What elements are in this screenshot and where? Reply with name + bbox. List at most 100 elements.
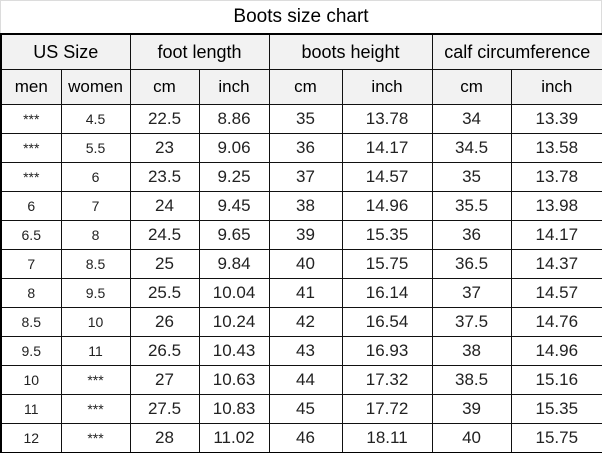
table-row: *** 6 23.5 9.25 37 14.57 35 13.78 [0, 162, 602, 192]
table-cell: 26 [129, 307, 200, 337]
table-cell: 10.24 [198, 307, 270, 337]
table-cell: 34.5 [431, 133, 512, 163]
table-cell: 35 [268, 104, 343, 134]
table-cell: 16.14 [341, 278, 433, 308]
table-cell: 16.54 [341, 307, 433, 337]
table-cell: 15.75 [341, 249, 433, 279]
table-cell: 13.98 [510, 191, 602, 221]
table-cell: 14.17 [341, 133, 433, 163]
table-cell: 38 [268, 191, 343, 221]
table-cell: *** [60, 365, 131, 395]
table-cell: 25 [129, 249, 200, 279]
header-calf-circumference: calf circumference [431, 33, 602, 70]
table-cell: *** [60, 423, 131, 453]
table-cell: 9.06 [198, 133, 270, 163]
table-cell: 38.5 [431, 365, 512, 395]
table-cell: 14.37 [510, 249, 602, 279]
table-cell: 45 [268, 394, 343, 424]
table-cell: 36 [268, 133, 343, 163]
table-cell: 40 [431, 423, 512, 453]
table-cell: *** [0, 133, 62, 163]
table-row: 6 7 24 9.45 38 14.96 35.5 13.98 [0, 191, 602, 221]
table-cell: 10.63 [198, 365, 270, 395]
table-cell: 37 [268, 162, 343, 192]
table-cell: 4.5 [60, 104, 131, 134]
table-cell: 23.5 [129, 162, 200, 192]
table-cell: 9.84 [198, 249, 270, 279]
table-cell: 6.5 [0, 220, 62, 250]
sub-header-men: men [0, 69, 62, 105]
table-cell: 10.43 [198, 336, 270, 366]
table-cell: 39 [431, 394, 512, 424]
table-cell: 27 [129, 365, 200, 395]
size-table-body: *** 4.5 22.5 8.86 35 13.78 34 13.39 *** 5.5 23 9.06… [0, 104, 602, 453]
table-cell: 38 [431, 336, 512, 366]
table-cell: 7 [60, 191, 131, 221]
sub-header-bootsheight-cm: cm [268, 69, 343, 105]
table-cell: 36.5 [431, 249, 512, 279]
table-cell: 28 [129, 423, 200, 453]
table-cell: 10 [60, 307, 131, 337]
table-cell: *** [0, 104, 62, 134]
sub-header-calf-cm: cm [431, 69, 512, 105]
table-cell: 13.58 [510, 133, 602, 163]
table-cell: 14.96 [510, 336, 602, 366]
table-cell: 37.5 [431, 307, 512, 337]
table-cell: 5.5 [60, 133, 131, 163]
table-cell: 13.39 [510, 104, 602, 134]
table-row: 8 9.5 25.5 10.04 41 16.14 37 14.57 [0, 278, 602, 308]
header-boots-height: boots height [268, 33, 433, 70]
table-cell: 17.72 [341, 394, 433, 424]
table-cell: 14.57 [510, 278, 602, 308]
table-row: *** 4.5 22.5 8.86 35 13.78 34 13.39 [0, 104, 602, 134]
table-cell: 24.5 [129, 220, 200, 250]
table-cell: 23 [129, 133, 200, 163]
table-cell: 15.35 [341, 220, 433, 250]
table-cell: 15.16 [510, 365, 602, 395]
table-cell: 8.86 [198, 104, 270, 134]
table-cell: *** [0, 162, 62, 192]
size-table: US Size foot length boots height calf ci… [0, 33, 602, 453]
table-cell: 22.5 [129, 104, 200, 134]
table-cell: 10.04 [198, 278, 270, 308]
table-cell: 9.45 [198, 191, 270, 221]
table-cell: 14.76 [510, 307, 602, 337]
header-us-size: US Size [0, 33, 131, 70]
table-cell: 34 [431, 104, 512, 134]
page-title: Boots size chart [0, 0, 602, 33]
header-group-row: US Size foot length boots height calf ci… [0, 33, 602, 70]
table-row: 7 8.5 25 9.84 40 15.75 36.5 14.37 [0, 249, 602, 279]
table-cell: 6 [0, 191, 62, 221]
sub-header-footlength-inch: inch [198, 69, 270, 105]
table-row: 12 *** 28 11.02 46 18.11 40 15.75 [0, 423, 602, 453]
table-cell: 10.83 [198, 394, 270, 424]
table-cell: *** [60, 394, 131, 424]
table-cell: 41 [268, 278, 343, 308]
table-cell: 14.57 [341, 162, 433, 192]
table-cell: 26.5 [129, 336, 200, 366]
table-cell: 9.5 [0, 336, 62, 366]
table-row: 8.5 10 26 10.24 42 16.54 37.5 14.76 [0, 307, 602, 337]
table-row: 6.5 8 24.5 9.65 39 15.35 36 14.17 [0, 220, 602, 250]
sub-header-women: women [60, 69, 131, 105]
table-cell: 12 [0, 423, 62, 453]
table-cell: 35.5 [431, 191, 512, 221]
table-cell: 9.25 [198, 162, 270, 192]
table-cell: 39 [268, 220, 343, 250]
table-cell: 9.5 [60, 278, 131, 308]
table-cell: 11 [0, 394, 62, 424]
table-row: *** 5.5 23 9.06 36 14.17 34.5 13.58 [0, 133, 602, 163]
table-cell: 15.75 [510, 423, 602, 453]
table-cell: 8.5 [60, 249, 131, 279]
table-cell: 36 [431, 220, 512, 250]
table-cell: 16.93 [341, 336, 433, 366]
table-cell: 46 [268, 423, 343, 453]
table-row: 10 *** 27 10.63 44 17.32 38.5 15.16 [0, 365, 602, 395]
table-cell: 15.35 [510, 394, 602, 424]
table-cell: 14.96 [341, 191, 433, 221]
table-cell: 8.5 [0, 307, 62, 337]
sub-header-bootsheight-inch: inch [341, 69, 433, 105]
table-cell: 6 [60, 162, 131, 192]
table-cell: 18.11 [341, 423, 433, 453]
